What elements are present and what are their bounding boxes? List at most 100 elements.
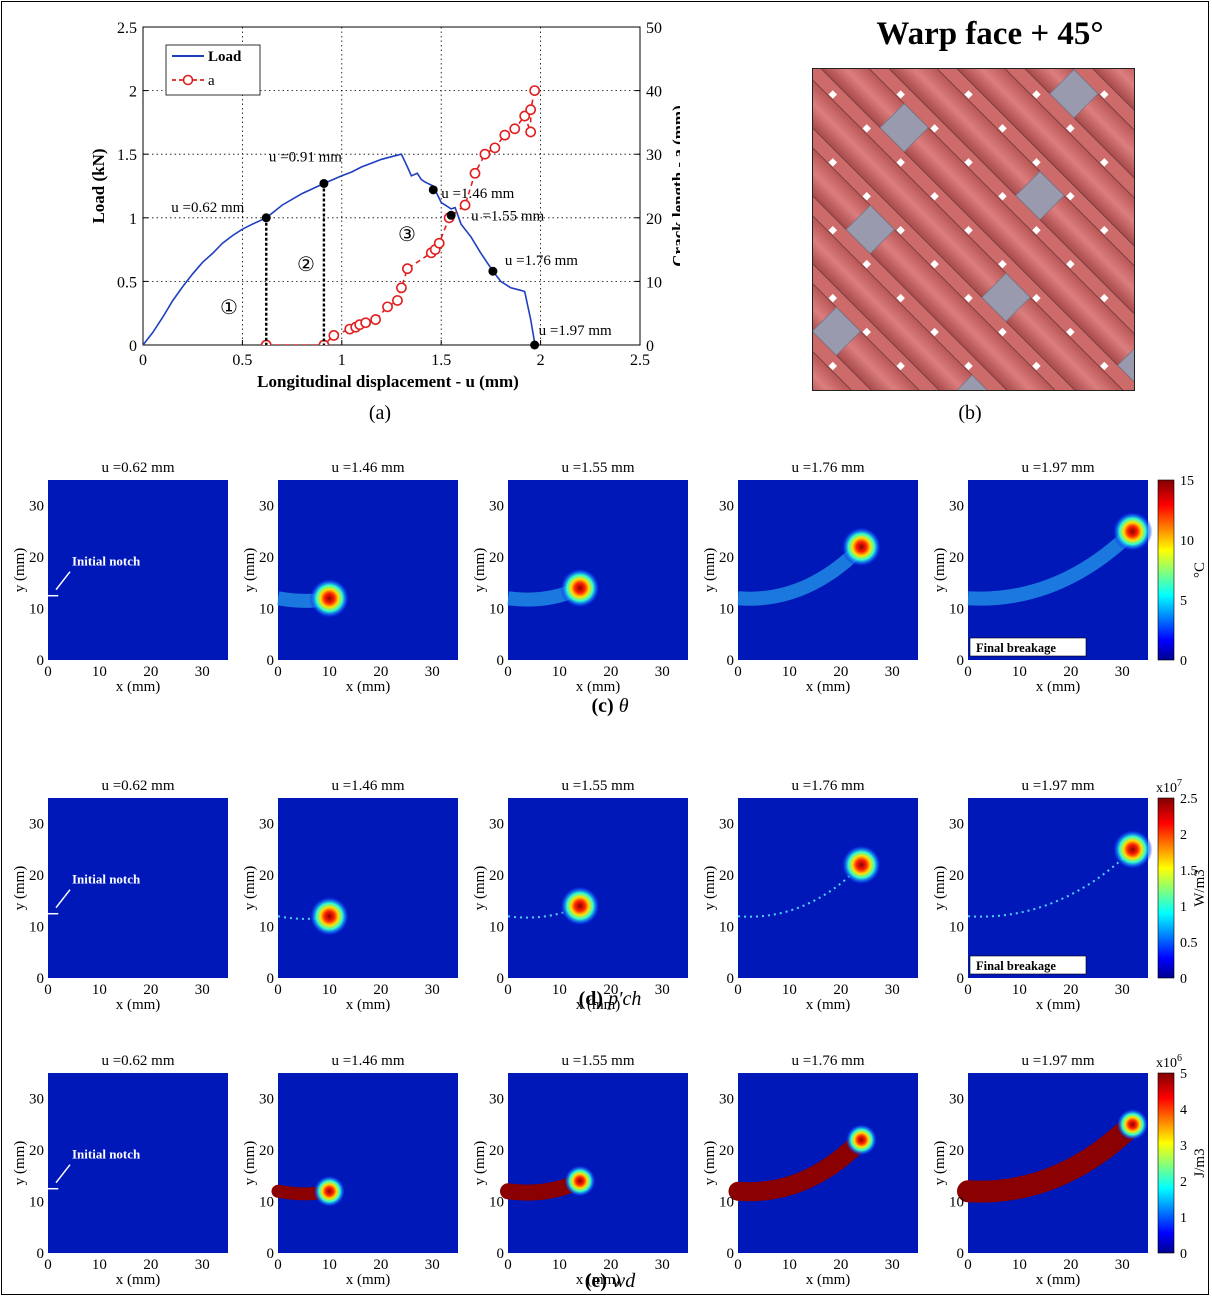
heatmap-panel-title: u =1.76 mm <box>791 778 864 794</box>
panel-b-title: Warp face + 45° <box>876 16 1104 52</box>
heatmap-x-tick-label: 30 <box>655 982 670 998</box>
heatmap-panel: u =1.46 mm 0 10 20 30 0 10 20 30 x (mm) y (mm) <box>242 1053 458 1288</box>
heatmap-x-tick-label: 20 <box>603 982 618 998</box>
x-tick-label: 2 <box>537 352 545 369</box>
weave-gap <box>998 327 1007 337</box>
heatmap-x-tick-label: 0 <box>964 982 972 998</box>
heatmap-x-axis-label: x (mm) <box>806 679 851 695</box>
x-tick-label: 0 <box>139 352 147 369</box>
weave-gap <box>896 158 905 167</box>
caption-e-letter: (e) <box>584 1270 607 1292</box>
yarn-strand <box>943 68 1135 260</box>
heatmap-x-tick-label: 0 <box>274 1257 282 1273</box>
heatmap-y-tick-label: 0 <box>497 653 505 669</box>
heatmap-y-tick-label: 0 <box>727 1246 735 1262</box>
heatmap-x-tick-label: 20 <box>603 664 618 680</box>
weave-gap <box>964 225 973 235</box>
heatmap-panel-title: u =1.55 mm <box>561 778 634 794</box>
weave-gap <box>964 293 973 303</box>
heatmap-panel: u =0.62 mm Initial notch 0 10 20 30 0 10 20 30 x (… <box>12 1053 228 1288</box>
heatmap-y-axis-label: y (mm) <box>472 866 488 911</box>
heatmap-x-tick-label: 10 <box>322 664 337 680</box>
heatmap-x-tick-label: 30 <box>425 982 440 998</box>
crack-tip <box>841 526 882 567</box>
weave-gap <box>828 158 838 167</box>
yarn-strand <box>812 132 1071 391</box>
crack-length-point <box>370 314 381 325</box>
crack-length-point <box>392 295 403 306</box>
colorbar-unit-label: °C <box>1192 562 1208 578</box>
heatmap-panel-title: u =1.76 mm <box>791 460 864 476</box>
heatmap-x-tick-label: 10 <box>92 1257 107 1273</box>
heatmap-y-tick-label: 0 <box>37 653 45 669</box>
heatmap-x-tick-label: 10 <box>92 982 107 998</box>
colorbar-tick-label: 0 <box>1180 972 1187 987</box>
colorbar-unit-label: W/m3 <box>1192 869 1208 907</box>
weave-gap <box>828 225 838 235</box>
heatmap-panel: u =1.97 mm Final breakage 0 10 20 30 0 10 20 30 x … <box>932 460 1153 695</box>
crossing-yarn <box>981 272 1031 322</box>
caption-b: (b) <box>958 402 982 424</box>
y2-tick-label: 10 <box>646 274 662 291</box>
crack-path <box>967 526 1138 606</box>
heatmap-y-tick-label: 10 <box>949 1195 964 1211</box>
heatmap-y-tick-label: 30 <box>29 817 44 833</box>
heatmap-x-axis-label: x (mm) <box>1036 679 1081 695</box>
notch-arrow <box>55 571 71 591</box>
heatmap-y-tick-label: 30 <box>719 499 734 515</box>
heatmap-x-tick-label: 30 <box>195 1257 210 1273</box>
heatmap-x-tick-label: 10 <box>322 1257 337 1273</box>
heatmap-y-tick-label: 20 <box>489 550 504 566</box>
heatmap-y-tick-label: 10 <box>949 602 964 618</box>
colorbar-gradient <box>1157 479 1175 661</box>
heatmap-field <box>508 480 688 660</box>
heatmap-y-tick-label: 30 <box>719 1092 734 1108</box>
crack-tip <box>1112 829 1153 870</box>
heatmap-x-tick-label: 10 <box>322 982 337 998</box>
heatmap-x-tick-label: 20 <box>373 982 388 998</box>
heatmap-panel: u =1.55 mm 0 10 20 30 0 10 20 30 x (mm) y (mm) <box>472 460 688 695</box>
crack-length-point <box>469 167 481 179</box>
colorbar-scale-label: x106 <box>1156 1053 1182 1071</box>
heatmap-panel-title: u =0.62 mm <box>101 1053 174 1069</box>
weave-gap <box>896 225 905 235</box>
notch-arrow <box>55 1164 71 1184</box>
colorbar-tick-label: 4 <box>1180 1103 1187 1118</box>
heatmap-y-axis-label: y (mm) <box>932 866 948 911</box>
final-breakage-box <box>969 637 1087 657</box>
heatmap-y-tick-label: 10 <box>29 1195 44 1211</box>
heatmap-y-tick-label: 10 <box>719 1195 734 1211</box>
y-tick-label: 0.5 <box>117 274 137 291</box>
heatmap-y-tick-label: 10 <box>949 920 964 936</box>
crack-length-point <box>529 85 541 96</box>
y2-tick-label: 20 <box>646 211 662 228</box>
heatmap-y-tick-label: 0 <box>267 971 275 987</box>
heatmap-x-tick-label: 0 <box>964 1257 972 1273</box>
heatmap-x-axis-label: x (mm) <box>576 997 621 1013</box>
heatmap-field <box>968 798 1148 978</box>
load-marker-point <box>446 210 456 220</box>
heatmap-y-tick-label: 30 <box>259 499 274 515</box>
weave-gap <box>896 361 905 371</box>
colorbar-tick-label: 1 <box>1180 1211 1187 1226</box>
heatmap-y-tick-label: 30 <box>259 1092 274 1108</box>
yarn-strand <box>812 200 1003 391</box>
heatmap-y-axis-label: y (mm) <box>702 548 718 593</box>
heatmap-x-tick-label: 0 <box>504 1257 512 1273</box>
heatmap-x-axis-label: x (mm) <box>576 679 621 695</box>
crack-length-point <box>489 142 501 154</box>
colorbar: 0 5 10 15 °C <box>1157 474 1208 669</box>
crossing-yarn <box>1117 340 1135 390</box>
heatmap-y-tick-label: 10 <box>489 602 504 618</box>
heatmap-x-tick-label: 30 <box>885 664 900 680</box>
heatmap-y-tick-label: 0 <box>497 971 505 987</box>
heatmap-panel: u =1.46 mm 0 10 20 30 0 10 20 30 x (mm) y (mm) <box>242 460 458 695</box>
chart-legend: Load a <box>165 44 261 96</box>
weave-gap <box>896 90 905 99</box>
heatmap-panel: u =1.55 mm 0 10 20 30 0 10 20 30 x (mm) y (mm) <box>472 778 688 1013</box>
yarn-strand <box>812 68 1135 391</box>
heatmap-field <box>508 798 688 978</box>
heatmap-y-tick-label: 30 <box>259 817 274 833</box>
heatmap-x-tick-label: 10 <box>1012 664 1027 680</box>
